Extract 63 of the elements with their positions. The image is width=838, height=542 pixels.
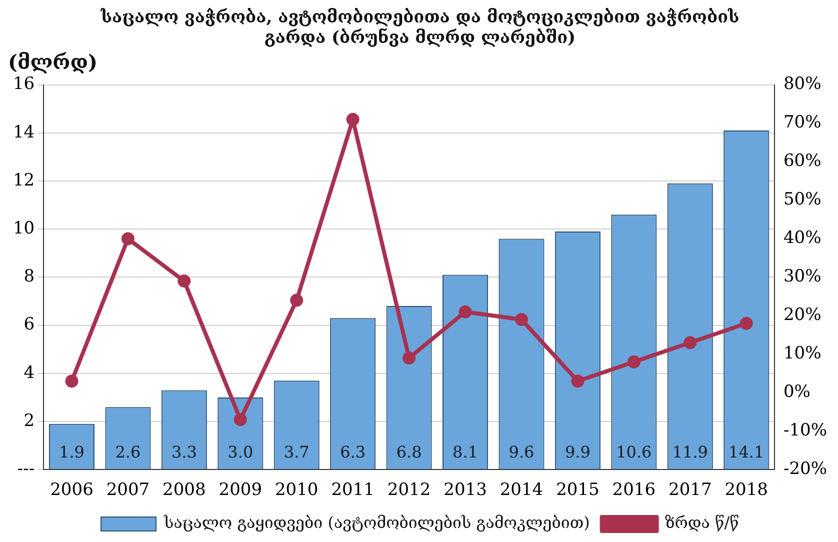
y-tick-label: 10 — [12, 218, 35, 239]
data-label: 10.6 — [616, 442, 652, 462]
x-tick-label: 2015 — [556, 480, 600, 500]
x-tick-label: 2011 — [331, 480, 374, 500]
data-label: 3.7 — [284, 442, 310, 462]
point — [458, 305, 472, 318]
y2-tick-label: -20% — [783, 459, 827, 480]
y-axis-title: (მლრდ) — [8, 50, 98, 74]
y2-tick-label: 10% — [783, 344, 822, 364]
point — [684, 336, 697, 350]
data-label: 9.6 — [508, 442, 534, 462]
point — [65, 374, 78, 388]
y2-tick-label: -10% — [783, 420, 827, 441]
data-label: 6.8 — [396, 442, 422, 462]
data-label: 3.0 — [228, 442, 254, 462]
y2-tick-label: 50% — [783, 190, 822, 210]
x-tick-label: 2017 — [668, 480, 712, 500]
x-tick-label: 2009 — [218, 480, 262, 500]
data-label: 14.1 — [728, 442, 764, 462]
y-tick-label: 14 — [12, 122, 35, 142]
point — [740, 316, 753, 330]
x-tick-label: 2010 — [274, 480, 318, 500]
x-tick-label: 2008 — [162, 480, 206, 500]
data-label: 1.9 — [59, 442, 84, 462]
y-tick-label: 4 — [24, 362, 35, 383]
x-tick-label: 2018 — [724, 480, 768, 500]
y-tick-label: 2 — [24, 410, 35, 431]
data-label: 6.3 — [340, 442, 366, 462]
x-tick-label: 2016 — [612, 480, 656, 500]
y-tick-label: 16 — [12, 74, 35, 94]
data-label: 2.6 — [115, 442, 141, 462]
point — [234, 413, 247, 426]
point — [627, 355, 640, 368]
y-tick-label: --- — [17, 459, 35, 480]
point — [514, 313, 528, 326]
legend-label: ზრდა წ/წ — [664, 513, 739, 532]
y2-tick-label: 80% — [783, 74, 822, 94]
y2-tick-label: 70% — [783, 112, 822, 133]
y2-tick-label: 20% — [783, 305, 822, 326]
y2-tick-label: 30% — [783, 266, 822, 287]
point — [346, 112, 360, 126]
point — [571, 374, 584, 388]
data-label: 11.9 — [672, 442, 708, 462]
y2-tick-label: 60% — [783, 151, 822, 172]
point — [178, 274, 191, 288]
x-tick-label: 2012 — [387, 480, 431, 500]
y-tick-label: 6 — [24, 314, 35, 335]
x-tick-label: 2006 — [50, 480, 94, 500]
chart-title: საცალო ვაჭრობა, ავტომობილებითა და მოტოციკლებით ვაჭრობის გარდა (ბრუნვა მლრდ ლარებში) — [100, 8, 740, 48]
data-label: 3.3 — [171, 442, 197, 462]
point — [121, 232, 134, 246]
y-tick-label: 12 — [12, 170, 35, 190]
y-tick-label: 8 — [24, 266, 35, 287]
legend-label: საცალო გაყიდვები (ავტომობილების გამოკლებით) — [163, 513, 590, 532]
x-tick-label: 2014 — [500, 480, 544, 500]
y2-tick-label: 0% — [783, 382, 810, 402]
x-tick-label: 2013 — [444, 480, 487, 500]
y2-tick-label: 40% — [783, 228, 822, 248]
point — [402, 352, 416, 365]
data-label: 8.1 — [452, 442, 478, 462]
x-tick-label: 2007 — [106, 480, 150, 500]
point — [290, 294, 304, 307]
data-label: 9.9 — [564, 442, 590, 462]
